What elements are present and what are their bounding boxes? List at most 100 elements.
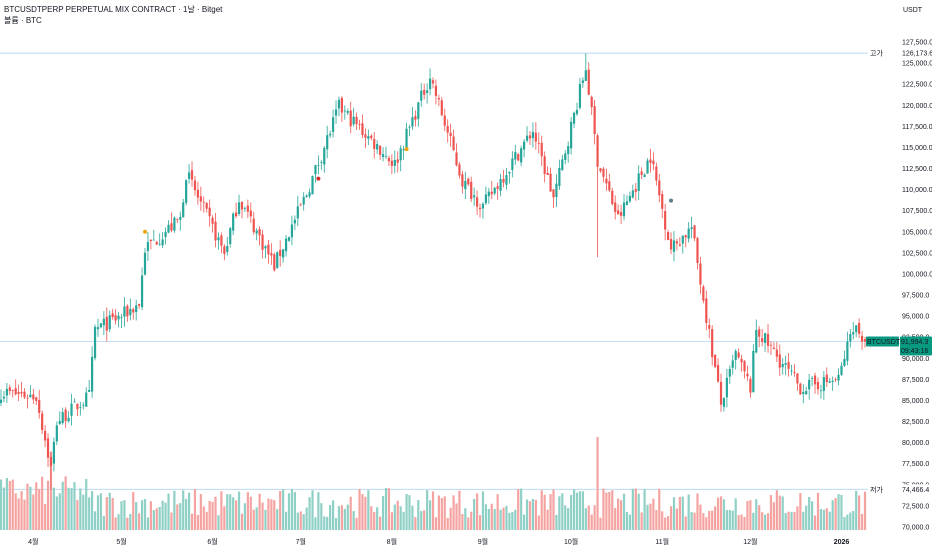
volume-bar bbox=[420, 510, 423, 530]
volume-bar bbox=[860, 513, 864, 530]
volume-bar bbox=[258, 493, 261, 530]
volume-bar bbox=[467, 517, 470, 530]
candle-body bbox=[614, 202, 617, 213]
candle-body bbox=[346, 111, 349, 113]
volume-bar bbox=[340, 505, 343, 530]
candle-body bbox=[581, 80, 584, 83]
volume-bar bbox=[187, 492, 191, 530]
candle-body bbox=[572, 112, 576, 124]
candle-body bbox=[443, 115, 446, 126]
candle-body bbox=[470, 181, 473, 200]
volume-bar bbox=[655, 509, 658, 530]
candle-body bbox=[590, 96, 593, 108]
volume-bar bbox=[364, 496, 367, 530]
candle-body bbox=[138, 303, 141, 306]
volume-bar bbox=[243, 503, 247, 530]
volume-bar bbox=[117, 514, 120, 530]
volume-bar bbox=[523, 514, 526, 530]
candle-body bbox=[88, 389, 91, 392]
volume-bar bbox=[308, 497, 311, 530]
candle-body bbox=[840, 365, 843, 375]
volume-bar bbox=[708, 510, 711, 530]
candle-body bbox=[267, 244, 270, 255]
volume-bar bbox=[531, 498, 535, 530]
candle-body bbox=[82, 404, 85, 406]
volume-bar bbox=[246, 492, 249, 530]
candle-body bbox=[8, 387, 11, 392]
volume-bar bbox=[26, 483, 29, 530]
volume-bar bbox=[852, 511, 855, 530]
price-tick-label: 72,500.0 bbox=[902, 503, 929, 510]
volume-bar bbox=[190, 513, 194, 530]
candle-body bbox=[279, 249, 282, 257]
candle-body bbox=[731, 360, 734, 368]
volume-bar bbox=[722, 499, 726, 530]
volume-bar bbox=[581, 491, 584, 530]
volume-bar bbox=[678, 497, 681, 530]
candle-body bbox=[2, 396, 6, 399]
volume-bar bbox=[381, 495, 385, 530]
volume-bar bbox=[508, 512, 511, 530]
volume-bar bbox=[693, 512, 696, 530]
volume-bar bbox=[599, 517, 602, 530]
volume-bar bbox=[564, 505, 567, 530]
candle-body bbox=[70, 403, 73, 416]
candle-body bbox=[349, 110, 352, 127]
candle-body bbox=[270, 253, 273, 256]
volume-bar bbox=[514, 509, 517, 530]
candle-body bbox=[746, 373, 749, 377]
volume-bar bbox=[578, 491, 582, 530]
volume-bar bbox=[390, 512, 393, 530]
volume-bar bbox=[155, 508, 158, 530]
candle-body bbox=[235, 212, 238, 217]
candle-body bbox=[669, 239, 673, 250]
candle-body bbox=[187, 172, 191, 179]
volume-bar bbox=[558, 496, 561, 530]
candle-body bbox=[649, 159, 652, 163]
volume-bar bbox=[690, 512, 693, 530]
volume-bar bbox=[813, 515, 817, 530]
volume-bar bbox=[349, 496, 352, 530]
volume-bar bbox=[126, 517, 129, 530]
candle-body bbox=[508, 171, 511, 174]
candle-body bbox=[411, 117, 414, 127]
volume-bar bbox=[202, 506, 205, 530]
volume-bar bbox=[229, 494, 232, 530]
candle-body bbox=[85, 392, 88, 407]
candle-body bbox=[558, 167, 561, 186]
volume-bar bbox=[132, 491, 135, 530]
candle-body bbox=[705, 298, 708, 323]
volume-bar bbox=[399, 506, 402, 530]
countdown-value: 09:43:16 bbox=[901, 348, 928, 355]
time-tick-label: 5월 bbox=[116, 537, 126, 546]
candle-body bbox=[273, 254, 276, 271]
candle-body bbox=[819, 390, 823, 392]
volume-bar bbox=[434, 517, 438, 530]
volume-bar bbox=[640, 512, 643, 530]
volume-bar bbox=[123, 500, 126, 530]
candle-body bbox=[796, 373, 799, 384]
volume-bar bbox=[537, 515, 540, 530]
time-tick-label: 2026 bbox=[834, 539, 850, 546]
candle-body bbox=[855, 325, 858, 333]
candle-body bbox=[11, 390, 14, 391]
volume-bar bbox=[346, 504, 349, 530]
high-tag-label: 고가 bbox=[870, 49, 883, 58]
candle-body bbox=[185, 180, 188, 203]
time-tick-label: 9월 bbox=[478, 537, 488, 546]
candle-body bbox=[132, 309, 135, 313]
volume-bar bbox=[719, 496, 723, 530]
volume-bar bbox=[705, 517, 708, 530]
candle-body bbox=[32, 394, 35, 400]
volume-bar bbox=[572, 489, 576, 530]
volume-bar bbox=[846, 514, 849, 530]
volume-bar bbox=[88, 497, 91, 530]
event-marker-dot bbox=[316, 176, 321, 181]
candle-body bbox=[605, 178, 608, 184]
volume-bar bbox=[264, 509, 267, 530]
volume-bar bbox=[64, 476, 67, 530]
candle-body bbox=[505, 175, 508, 185]
candle-body bbox=[843, 358, 846, 366]
volume-bar bbox=[763, 514, 767, 530]
